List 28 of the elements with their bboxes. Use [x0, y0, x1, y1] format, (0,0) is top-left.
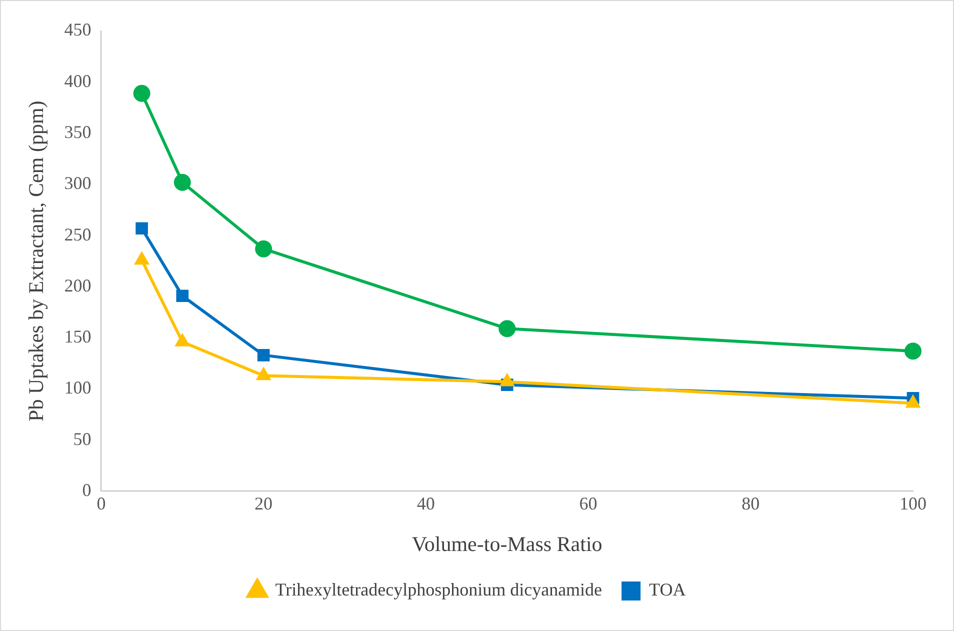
x-tick-label: 20	[254, 494, 273, 514]
y-tick-label: 350	[64, 122, 92, 142]
y-tick-label: 400	[64, 70, 92, 91]
legend-label: TOA	[649, 580, 686, 600]
x-tick-label: 100	[900, 494, 926, 514]
y-tick-label: 50	[73, 428, 92, 449]
y-tick-label: 300	[64, 173, 92, 194]
y-tick-label: 450	[64, 20, 92, 40]
point	[255, 240, 272, 258]
x-axis-title: Volume-to-Mass Ratio	[412, 532, 602, 556]
x-tick-label: 60	[579, 494, 598, 514]
y-axis-title: Pb Uptakes by Extractant, Cem (ppm)	[24, 100, 48, 422]
point	[133, 84, 150, 102]
point	[136, 222, 148, 235]
y-tick-label: 150	[64, 326, 92, 347]
legend-label: Trihexyltetradecylphosphonium dicyanamide	[275, 580, 602, 600]
point	[176, 290, 189, 302]
x-tick-label: 40	[416, 494, 435, 514]
point	[498, 320, 516, 338]
y-tick-label: 250	[64, 224, 92, 244]
y-tick-label: 0	[82, 480, 92, 500]
x-tick-label: 80	[742, 494, 760, 514]
y-tick-label: 200	[64, 275, 92, 296]
point	[257, 349, 270, 362]
y-tick-label: 100	[64, 378, 92, 398]
point	[904, 342, 922, 360]
point	[174, 174, 191, 191]
x-tick-label: 0	[96, 494, 106, 514]
